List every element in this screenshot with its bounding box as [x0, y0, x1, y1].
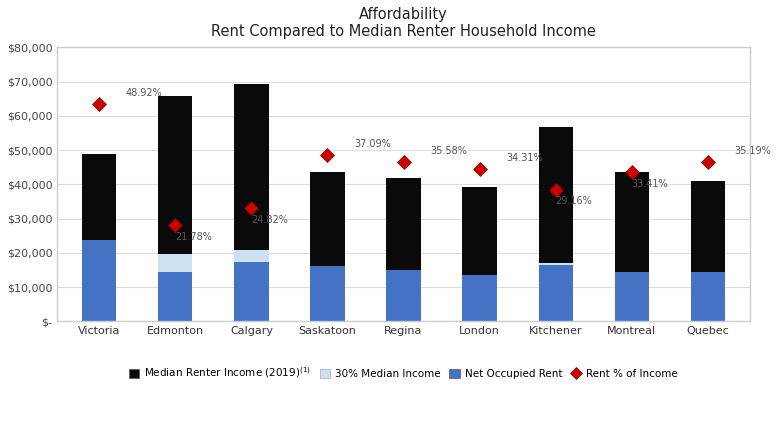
Text: 21.78%: 21.78% [176, 232, 212, 242]
Bar [234, 250, 268, 262]
Bar [463, 187, 497, 276]
Bar [690, 181, 725, 272]
Bar [234, 84, 268, 250]
Bar [386, 270, 420, 321]
Bar [234, 262, 268, 321]
Bar [690, 272, 725, 321]
Bar [82, 154, 116, 240]
Bar [310, 173, 345, 266]
Title: Affordability
Rent Compared to Median Renter Household Income: Affordability Rent Compared to Median Re… [211, 7, 596, 39]
Bar [82, 240, 116, 321]
Bar [538, 265, 573, 321]
Text: 33.41%: 33.41% [632, 179, 668, 188]
Text: 37.09%: 37.09% [354, 139, 391, 149]
Bar [538, 263, 573, 265]
Legend: Median Renter Income (2019)$^{(1)}$, 30% Median Income, Net Occupied Rent, Rent : Median Renter Income (2019)$^{(1)}$, 30%… [125, 361, 682, 385]
Text: 34.31%: 34.31% [506, 153, 543, 163]
Bar [310, 266, 345, 321]
Text: 48.92%: 48.92% [126, 88, 163, 98]
Bar [615, 272, 649, 321]
Text: 24.82%: 24.82% [251, 215, 289, 225]
Text: 35.58%: 35.58% [430, 146, 467, 156]
Bar [158, 254, 193, 272]
Bar [538, 127, 573, 263]
Text: 29.16%: 29.16% [555, 196, 592, 206]
Bar [615, 173, 649, 272]
Bar [158, 272, 193, 321]
Bar [158, 96, 193, 254]
Text: 35.19%: 35.19% [735, 146, 771, 156]
Bar [463, 276, 497, 321]
Bar [386, 178, 420, 270]
